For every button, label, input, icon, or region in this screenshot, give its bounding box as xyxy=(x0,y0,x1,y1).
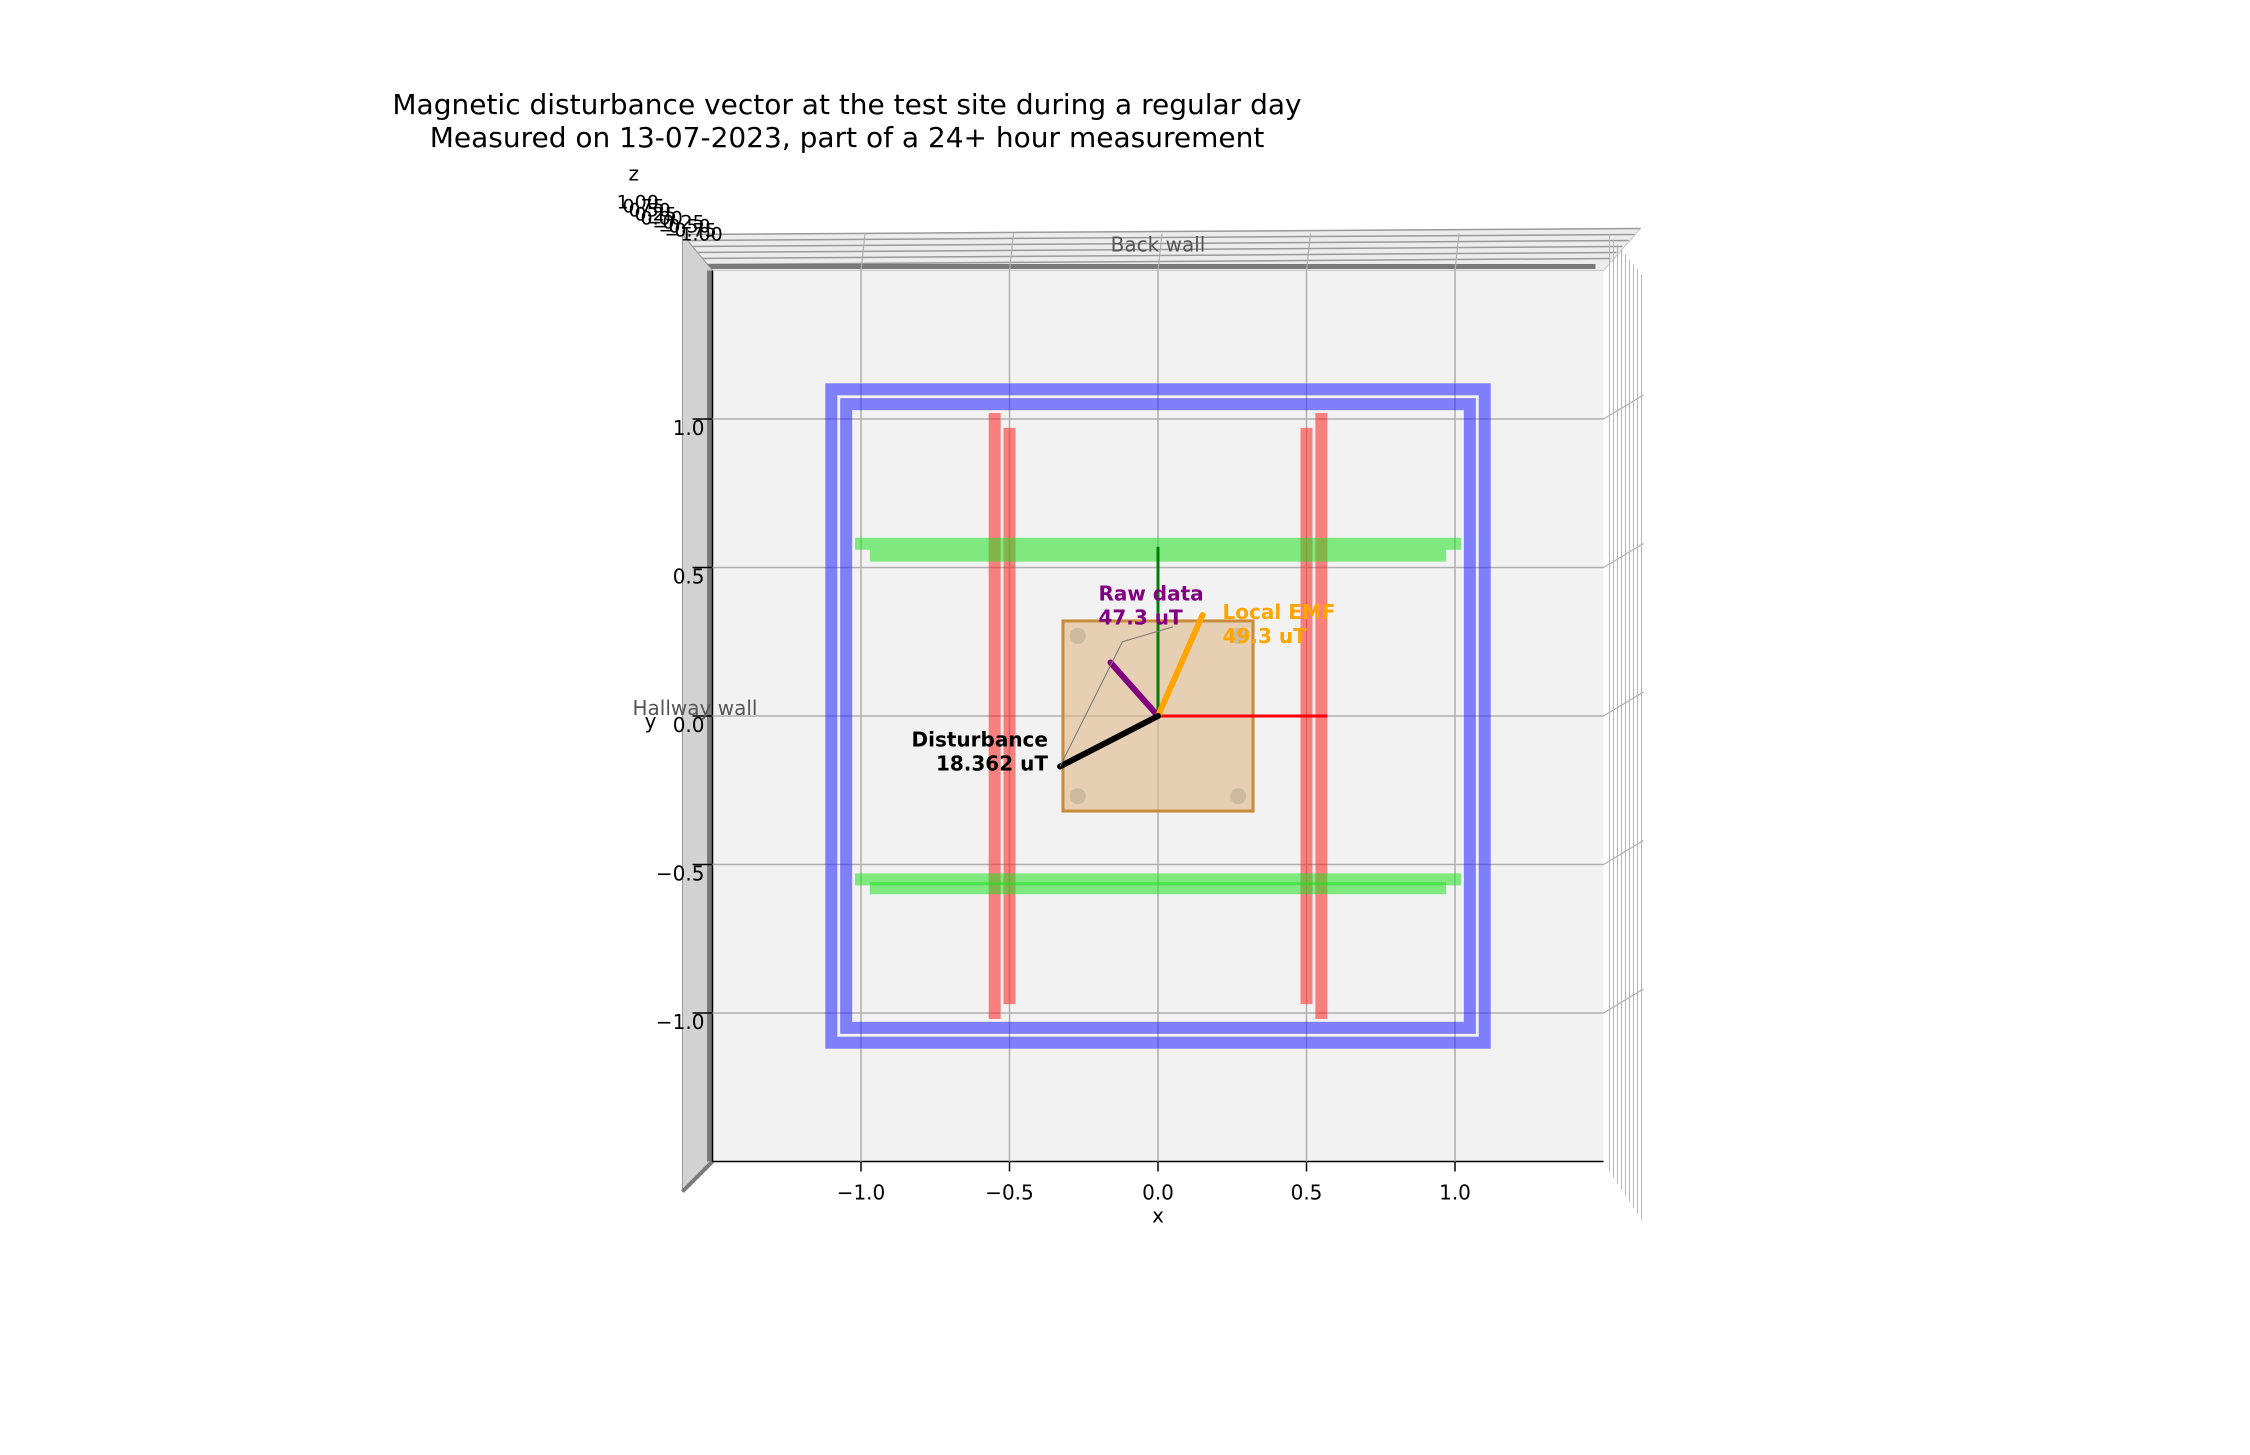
disturbance-label: Disturbance xyxy=(911,727,1048,751)
y-tick-label: −0.5 xyxy=(656,862,705,886)
back-wall-edge xyxy=(691,245,1623,254)
z-tick-label: 0.25 xyxy=(635,204,677,226)
label-layer: −1.0 −0.5 0.0 0.5 1.0 −1.0 −0.5 0.0 0.5 1.0 x y z 1.0… xyxy=(617,162,1471,1228)
x-tick-label: 0.5 xyxy=(1291,1181,1323,1205)
z-tick-label: −0.25 xyxy=(647,212,705,234)
z-tick-label: −1.00 xyxy=(665,224,723,246)
x-gridline-back xyxy=(1008,233,1015,271)
hallway-wall-edge xyxy=(681,1160,714,1193)
chart-title: Magnetic disturbance vector at the test … xyxy=(392,88,1302,121)
back-wall-edge xyxy=(688,239,1629,248)
chart-subtitle: Measured on 13-07-2023, part of a 24+ ho… xyxy=(429,121,1265,154)
y-tick-label: 0.5 xyxy=(673,565,705,589)
vector-layer xyxy=(1056,546,1328,770)
local-emf-vector xyxy=(1155,612,1206,719)
x-tick-label: 1.0 xyxy=(1439,1181,1471,1205)
back-wall-edge xyxy=(685,233,1635,242)
back-wall-edge xyxy=(682,227,1641,236)
x-axis-label: x xyxy=(1152,1204,1164,1228)
disturbance-vector xyxy=(1056,713,1161,770)
x-tick-label: −1.0 xyxy=(837,1181,886,1205)
z-axis-label: z xyxy=(629,162,640,186)
back-wall-edge xyxy=(694,251,1617,260)
leader-line xyxy=(1122,626,1173,643)
y-gridline-side xyxy=(1603,394,1644,420)
x-gridline-back xyxy=(1157,233,1163,271)
raw-data-vector xyxy=(1107,659,1161,719)
z-tick-label: 0.00 xyxy=(641,208,683,230)
y-tick-label: 0.0 xyxy=(673,713,705,737)
back-wall-edge xyxy=(697,257,1611,266)
x-gridline-back xyxy=(860,233,866,271)
x-gridline-back xyxy=(1454,233,1460,271)
y-tick-label: 1.0 xyxy=(673,416,705,440)
z-tick-label: 1.00 xyxy=(617,192,659,214)
y-gridline-side xyxy=(1603,542,1644,569)
z-coil-pair-loop-1 xyxy=(840,398,1476,1034)
x-tick-label: 0.0 xyxy=(1142,1181,1174,1205)
raw-data-value: 47.3 uT xyxy=(1098,606,1183,630)
z-tick-label: 0.50 xyxy=(629,200,671,222)
local-emf-value: 49.3 uT xyxy=(1223,624,1308,648)
y-tick-label: −1.0 xyxy=(656,1010,705,1034)
coil-layer xyxy=(825,383,1491,1049)
z-coil-pair-loop-0 xyxy=(825,383,1491,1049)
back-wall-label: Back wall xyxy=(1111,233,1206,257)
hallway-wall-label: Hallway wall xyxy=(633,696,758,720)
z-tick-label: −0.75 xyxy=(659,220,717,242)
leader-line xyxy=(1059,641,1123,767)
x-tick-label: −0.5 xyxy=(985,1181,1034,1205)
y-gridline-side xyxy=(1603,691,1644,717)
local-emf-label: Local EMF xyxy=(1223,600,1336,624)
board-mount-hole xyxy=(1230,627,1247,644)
z-tick-label: 0.75 xyxy=(623,196,665,218)
y-gridline-side xyxy=(1603,839,1644,866)
board-mount-hole xyxy=(1069,788,1086,805)
x-gridline-back xyxy=(1305,233,1312,271)
board-mount-hole xyxy=(1230,788,1247,805)
y-axis-label: y xyxy=(645,709,657,733)
raw-data-label: Raw data xyxy=(1098,582,1203,606)
board-mount-hole xyxy=(1069,627,1086,644)
disturbance-value: 18.362 uT xyxy=(936,751,1048,775)
z-tick-label: −0.50 xyxy=(653,216,711,238)
y-gridline-side xyxy=(1603,988,1644,1014)
